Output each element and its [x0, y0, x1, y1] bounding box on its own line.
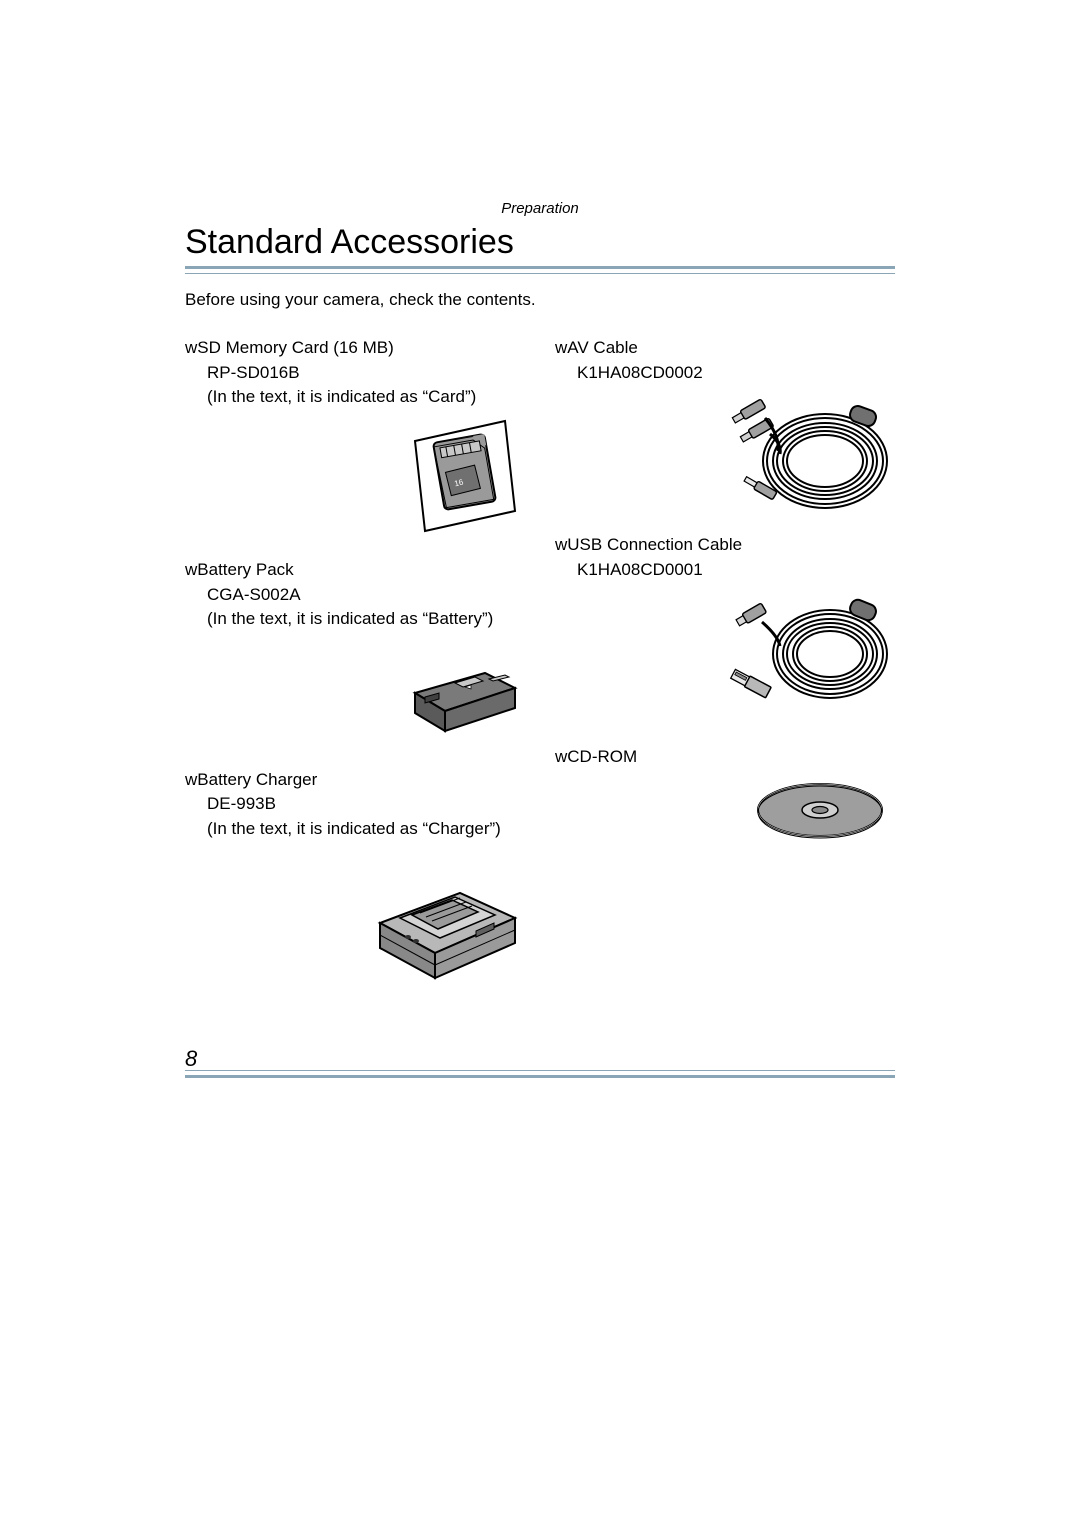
item-av-cable: wAV Cable K1HA08CD0002: [555, 336, 895, 521]
left-column: wSD Memory Card (16 MB) RP-SD016B (In th…: [185, 336, 525, 998]
intro-text: Before using your camera, check the cont…: [185, 290, 895, 310]
item-charger: wBattery Charger DE-993B (In the text, i…: [185, 768, 525, 988]
bullet: w: [555, 533, 567, 558]
illustration-sd-card: 16: [185, 416, 525, 546]
item-title: SD Memory Card (16 MB): [197, 338, 393, 357]
usb-cable-icon: [725, 589, 895, 719]
item-model: DE-993B: [185, 792, 525, 817]
item-model: CGA-S002A: [185, 583, 525, 608]
item-cd-head: wCD-ROM: [555, 745, 895, 770]
divider-top: [185, 266, 895, 274]
item-title: CD-ROM: [567, 747, 637, 766]
right-column: wAV Cable K1HA08CD0002: [555, 336, 895, 998]
item-title: USB Connection Cable: [567, 535, 742, 554]
illustration-av-cable: [555, 391, 895, 521]
divider-bottom: [185, 1070, 895, 1078]
bullet: w: [185, 558, 197, 583]
item-battery: wBattery Pack CGA-S002A (In the text, it…: [185, 558, 525, 738]
item-sd-head: wSD Memory Card (16 MB) RP-SD016B (In th…: [185, 336, 525, 410]
item-battery-head: wBattery Pack CGA-S002A (In the text, it…: [185, 558, 525, 632]
charger-icon: [355, 848, 525, 988]
sd-card-icon: 16: [385, 416, 525, 546]
item-model: K1HA08CD0001: [555, 558, 895, 583]
battery-icon: [395, 638, 525, 738]
page-title: Standard Accessories: [185, 223, 895, 262]
bullet: w: [185, 336, 197, 361]
illustration-usb-cable: [555, 589, 895, 719]
bullet: w: [185, 768, 197, 793]
item-note: (In the text, it is indicated as “Batter…: [185, 607, 525, 632]
bullet: w: [555, 336, 567, 361]
content-columns: wSD Memory Card (16 MB) RP-SD016B (In th…: [185, 336, 895, 998]
item-usb-head: wUSB Connection Cable K1HA08CD0001: [555, 533, 895, 582]
illustration-charger: [185, 848, 525, 988]
section-header: Preparation: [185, 200, 895, 217]
manual-page: Preparation Standard Accessories Before …: [0, 0, 1080, 1526]
page-number: 8: [185, 1046, 197, 1072]
av-cable-icon: [725, 391, 895, 521]
item-av-head: wAV Cable K1HA08CD0002: [555, 336, 895, 385]
item-note: (In the text, it is indicated as “Card”): [185, 385, 525, 410]
item-note: (In the text, it is indicated as “Charge…: [185, 817, 525, 842]
item-model: K1HA08CD0002: [555, 361, 895, 386]
item-sd-card: wSD Memory Card (16 MB) RP-SD016B (In th…: [185, 336, 525, 546]
illustration-cdrom: [555, 775, 895, 845]
item-usb-cable: wUSB Connection Cable K1HA08CD0001: [555, 533, 895, 718]
item-title: Battery Pack: [197, 560, 293, 579]
item-cdrom: wCD-ROM: [555, 745, 895, 846]
item-title: Battery Charger: [197, 770, 317, 789]
item-title: AV Cable: [567, 338, 638, 357]
item-charger-head: wBattery Charger DE-993B (In the text, i…: [185, 768, 525, 842]
bullet: w: [555, 745, 567, 770]
cdrom-icon: [745, 775, 895, 845]
item-model: RP-SD016B: [185, 361, 525, 386]
illustration-battery: [185, 638, 525, 738]
